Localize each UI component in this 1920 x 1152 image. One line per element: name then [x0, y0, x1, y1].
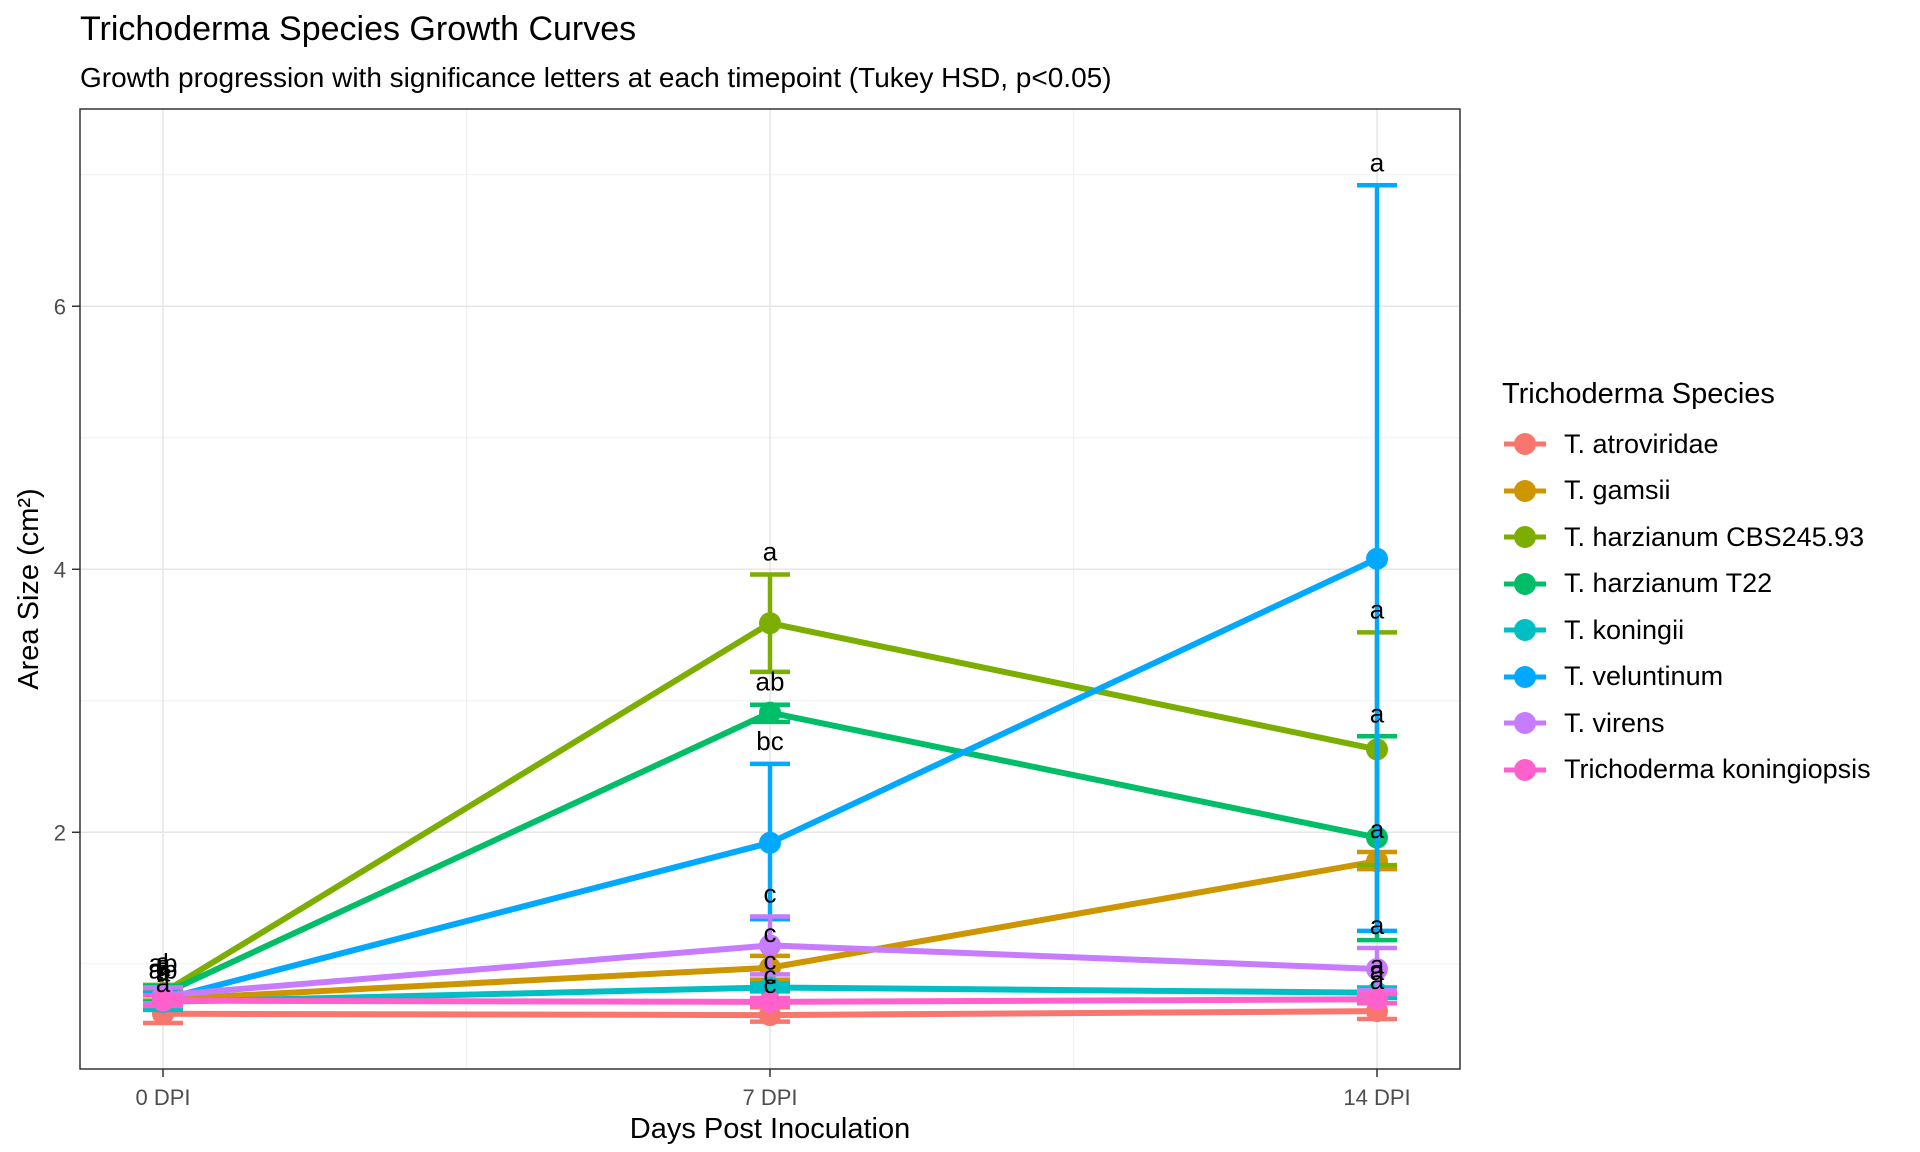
significance-letter: c	[764, 969, 777, 999]
chart-subtitle: Growth progression with significance let…	[80, 62, 1112, 93]
significance-letter: ab	[149, 948, 178, 978]
significance-letter: a	[156, 968, 171, 998]
legend-key-point	[1514, 526, 1536, 549]
legend-label: T. koningii	[1564, 614, 1685, 645]
legend-key	[1504, 433, 1546, 456]
legend-key	[1504, 712, 1546, 735]
legend-item: T. harzianum T22	[1502, 561, 1871, 608]
legend-title: Trichoderma Species	[1502, 378, 1775, 410]
legend-key	[1504, 479, 1546, 502]
data-point	[759, 990, 781, 1013]
legend: Trichoderma Species T. atroviridae T. gam…	[1502, 378, 1871, 793]
legend-key-point	[1514, 572, 1536, 595]
legend-key-point	[1514, 619, 1536, 642]
legend-items: T. atroviridae T. gamsii T. harzianum CBS2…	[1502, 421, 1871, 793]
x-tick-label: 14 DPI	[1343, 1085, 1410, 1110]
y-tick-label: 2	[54, 820, 66, 845]
legend-key-point	[1514, 665, 1536, 688]
significance-letter: a	[156, 947, 171, 977]
significance-letter: a	[156, 957, 171, 987]
series-layer	[143, 183, 1397, 1027]
significance-letter: a	[1370, 949, 1385, 979]
legend-key	[1504, 665, 1546, 688]
chart-title: Trichoderma Species Growth Curves	[80, 10, 637, 48]
significance-letter: a	[1370, 910, 1385, 940]
legend-label: T. veluntinum	[1564, 661, 1724, 692]
y-axis-title: Area Size (cm²)	[13, 488, 45, 689]
legend-key-point	[1514, 433, 1536, 456]
legend-item: T. atroviridae	[1502, 421, 1871, 468]
x-tick-label: 7 DPI	[742, 1085, 797, 1110]
axes: 0 DPI 7 DPI 14 DPI 2 4 6	[54, 294, 1411, 1110]
data-point	[1366, 958, 1388, 981]
significance-letter: c	[764, 960, 777, 990]
legend-label: T. atroviridae	[1564, 428, 1719, 459]
legend-key	[1504, 572, 1546, 595]
significance-letter: c	[764, 918, 777, 948]
legend-label: T. harzianum CBS245.93	[1564, 521, 1865, 552]
legend-key	[1504, 758, 1546, 781]
x-tick-label: 0 DPI	[135, 1085, 190, 1110]
legend-item: T. gamsii	[1502, 468, 1871, 515]
y-tick-label: 4	[54, 557, 66, 582]
legend-key	[1504, 526, 1546, 549]
legend-key-point	[1514, 712, 1536, 735]
legend-item: T. veluntinum	[1502, 654, 1871, 701]
legend-label: T. gamsii	[1564, 475, 1671, 506]
legend-label: Trichoderma koningiopsis	[1564, 754, 1871, 785]
significance-letter: a	[156, 949, 171, 979]
significance-letter: ab	[756, 667, 785, 697]
legend-key-point	[1514, 479, 1536, 502]
data-point	[759, 831, 781, 854]
significance-letter: a	[156, 952, 171, 982]
data-point	[1366, 547, 1388, 570]
legend-label: T. harzianum T22	[1564, 568, 1773, 599]
data-point	[152, 989, 174, 1012]
significance-letter: c	[764, 946, 777, 976]
significance-letter: a	[1370, 956, 1385, 986]
data-point	[759, 934, 781, 957]
significance-letter: ab	[149, 955, 178, 985]
legend-item: T. koningii	[1502, 607, 1871, 654]
legend-item: T. harzianum CBS245.93	[1502, 514, 1871, 561]
data-point	[1366, 988, 1388, 1011]
data-point	[759, 612, 781, 635]
significance-letter: a	[1370, 814, 1385, 844]
legend-item: Trichoderma koningiopsis	[1502, 747, 1871, 794]
significance-letter: a	[1370, 594, 1385, 624]
legend-label: T. virens	[1564, 707, 1665, 738]
significance-letter: c	[764, 878, 777, 908]
legend-item: T. virens	[1502, 700, 1871, 747]
significance-letter: a	[1370, 965, 1385, 995]
significance-letter: b	[156, 956, 170, 986]
series-trichoderma-koningiopsis	[143, 988, 1397, 1013]
x-axis-title: Days Post Inoculation	[630, 1113, 910, 1145]
y-tick-label: 6	[54, 294, 66, 319]
data-point	[759, 701, 781, 724]
significance-letter: bc	[756, 726, 783, 756]
legend-key	[1504, 619, 1546, 642]
legend-key-point	[1514, 758, 1536, 781]
significance-letter: a	[763, 537, 778, 567]
significance-letter: a	[1370, 147, 1385, 177]
significance-letter: a	[1370, 698, 1385, 728]
